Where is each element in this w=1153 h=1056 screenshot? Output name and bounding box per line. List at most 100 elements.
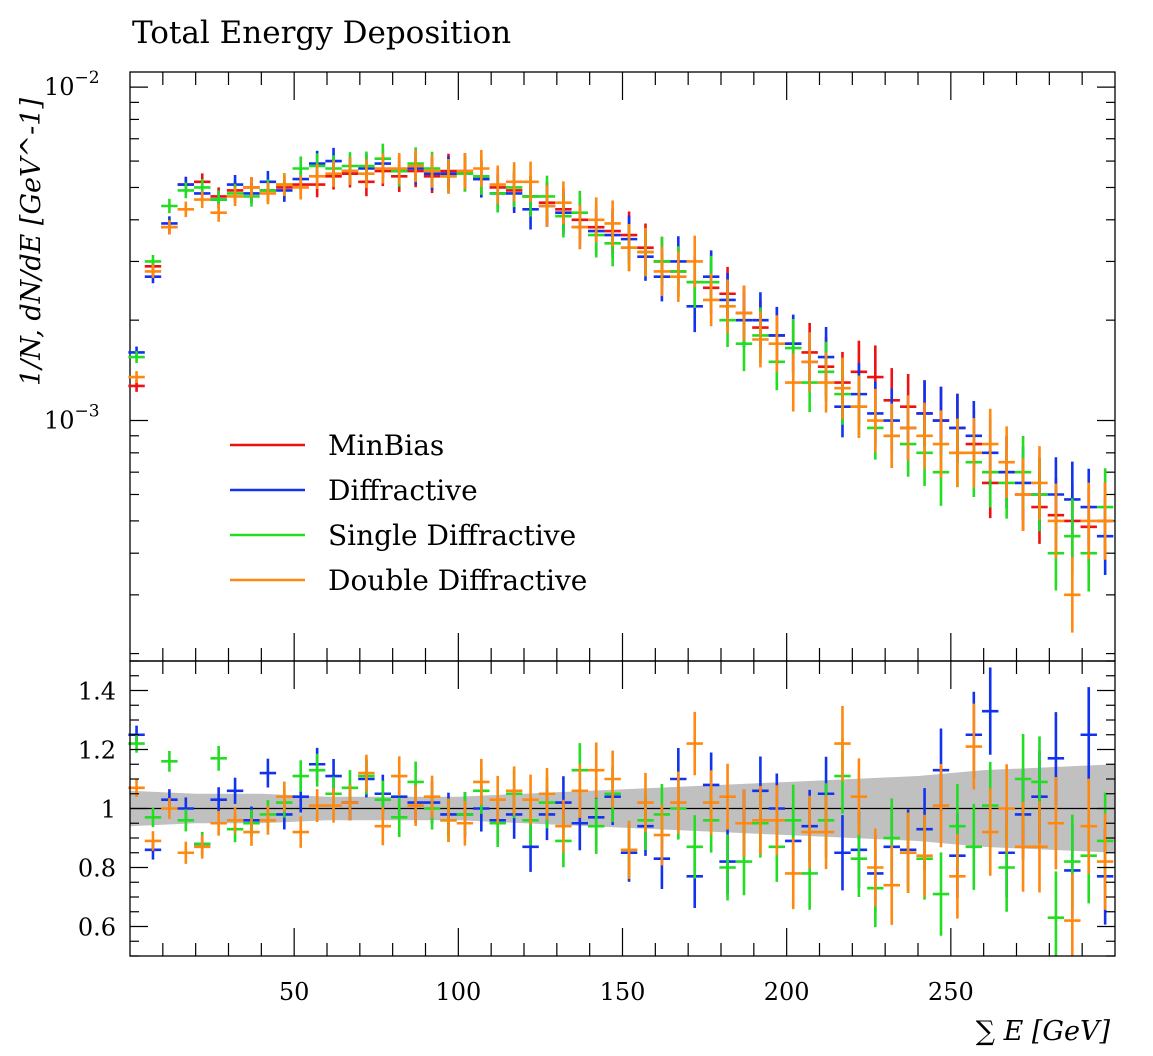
legend: MinBias Diffractive Single Diffractive Doub… [230,429,587,597]
ratio-point [932,852,950,936]
ratio-point [965,803,983,890]
data-point [653,246,671,297]
ratio-point [702,770,720,835]
ratio-point [177,841,195,864]
ratio-point [670,771,687,834]
data-point [407,149,424,183]
ratio-point [604,750,621,808]
ratio-point [341,784,359,821]
ratio-point [801,795,818,869]
ratio-point [817,795,835,870]
ratio-point [161,750,178,772]
data-point [588,197,605,243]
ratio-point [440,798,457,843]
y-axis-label: 1/N, dN/dE [GeV^-1] [16,98,47,386]
data-point [1047,483,1065,559]
y-tick-label: 10−2 [44,68,100,101]
ratio-point [555,799,572,853]
ratio-panel: 0.6 0.8 1 1.2 1.4 50 100 150 200 250 [78,660,1116,1006]
data-point [440,158,457,194]
data-point [785,353,802,412]
data-point [423,154,441,188]
legend-label: Double Diffractive [328,564,587,597]
ratio-point [916,814,933,897]
ratio-point [1047,871,1065,956]
ratio-point [834,705,851,782]
data-point [374,153,392,184]
data-point [768,315,786,373]
ratio-point [965,703,983,790]
ratio-point [768,785,786,856]
data-point [834,357,851,419]
ratio-point [505,766,523,816]
chart-title: Total Energy Deposition [132,15,511,51]
ratio-point [899,812,917,894]
x-tick-label: 250 [928,978,974,1006]
x-tick-label: 200 [764,978,810,1006]
data-point [752,311,769,368]
data-point [473,150,490,188]
ratio-point [292,760,309,792]
ratio-point [194,835,211,859]
ratio-point [407,785,424,826]
ratio-point [226,777,244,804]
data-point [210,203,227,222]
main-panel: 10−3 10−2 MinBias Diffractive Single Diffra… [44,68,1116,662]
x-tick-label: 50 [279,978,310,1006]
data-point [867,388,884,453]
data-point [308,163,326,189]
main-axis-ticks [130,72,1115,661]
ratio-point [883,845,900,925]
data-point [670,251,687,302]
ratio-point [423,775,441,818]
data-point [998,426,1015,498]
data-point [1014,458,1032,531]
legend-item-double-diffractive: Double Diffractive [230,564,587,597]
ratio-point [538,768,556,820]
ratio-point [374,807,392,846]
ratio-point [949,834,966,919]
data-point [456,153,474,189]
data-point [686,235,703,288]
ratio-point [177,809,195,832]
ratio-point [785,837,802,910]
series-double-diffractive [128,149,1114,633]
ratio-point [834,815,851,891]
ratio-point [259,758,277,788]
ratio-point [358,754,375,792]
ratio-point [391,756,408,796]
ratio-y-tick-label: 0.6 [78,914,116,942]
data-point [177,182,195,199]
ratio-point [571,763,589,818]
data-point [571,205,589,250]
ratio-point [1047,776,1065,870]
ratio-y-tick-label: 1 [101,796,116,824]
ratio-point [1064,873,1081,956]
ratio-point [259,805,277,835]
ratio-point [653,804,671,866]
ratio-point [276,781,293,812]
ratio-point [932,763,950,848]
data-point [489,165,506,204]
legend-label: Single Diffractive [328,519,576,552]
data-point [916,402,933,469]
ratio-point [752,785,769,855]
data-point [899,395,917,461]
data-point [161,198,178,214]
ratio-point [719,834,736,901]
x-tick-label: 100 [435,978,481,1006]
legend-item-diffractive: Diffractive [230,474,478,507]
data-point [604,200,621,247]
ratio-point [226,807,244,834]
ratio-point [144,807,162,828]
legend-label: MinBias [328,429,444,462]
data-point [1064,557,1081,633]
data-point [325,160,342,187]
ratio-point [867,828,884,907]
data-point [965,418,983,488]
ratio-point [292,816,309,848]
ratio-point [982,788,999,876]
data-point [243,177,260,198]
ratio-point [210,810,227,836]
